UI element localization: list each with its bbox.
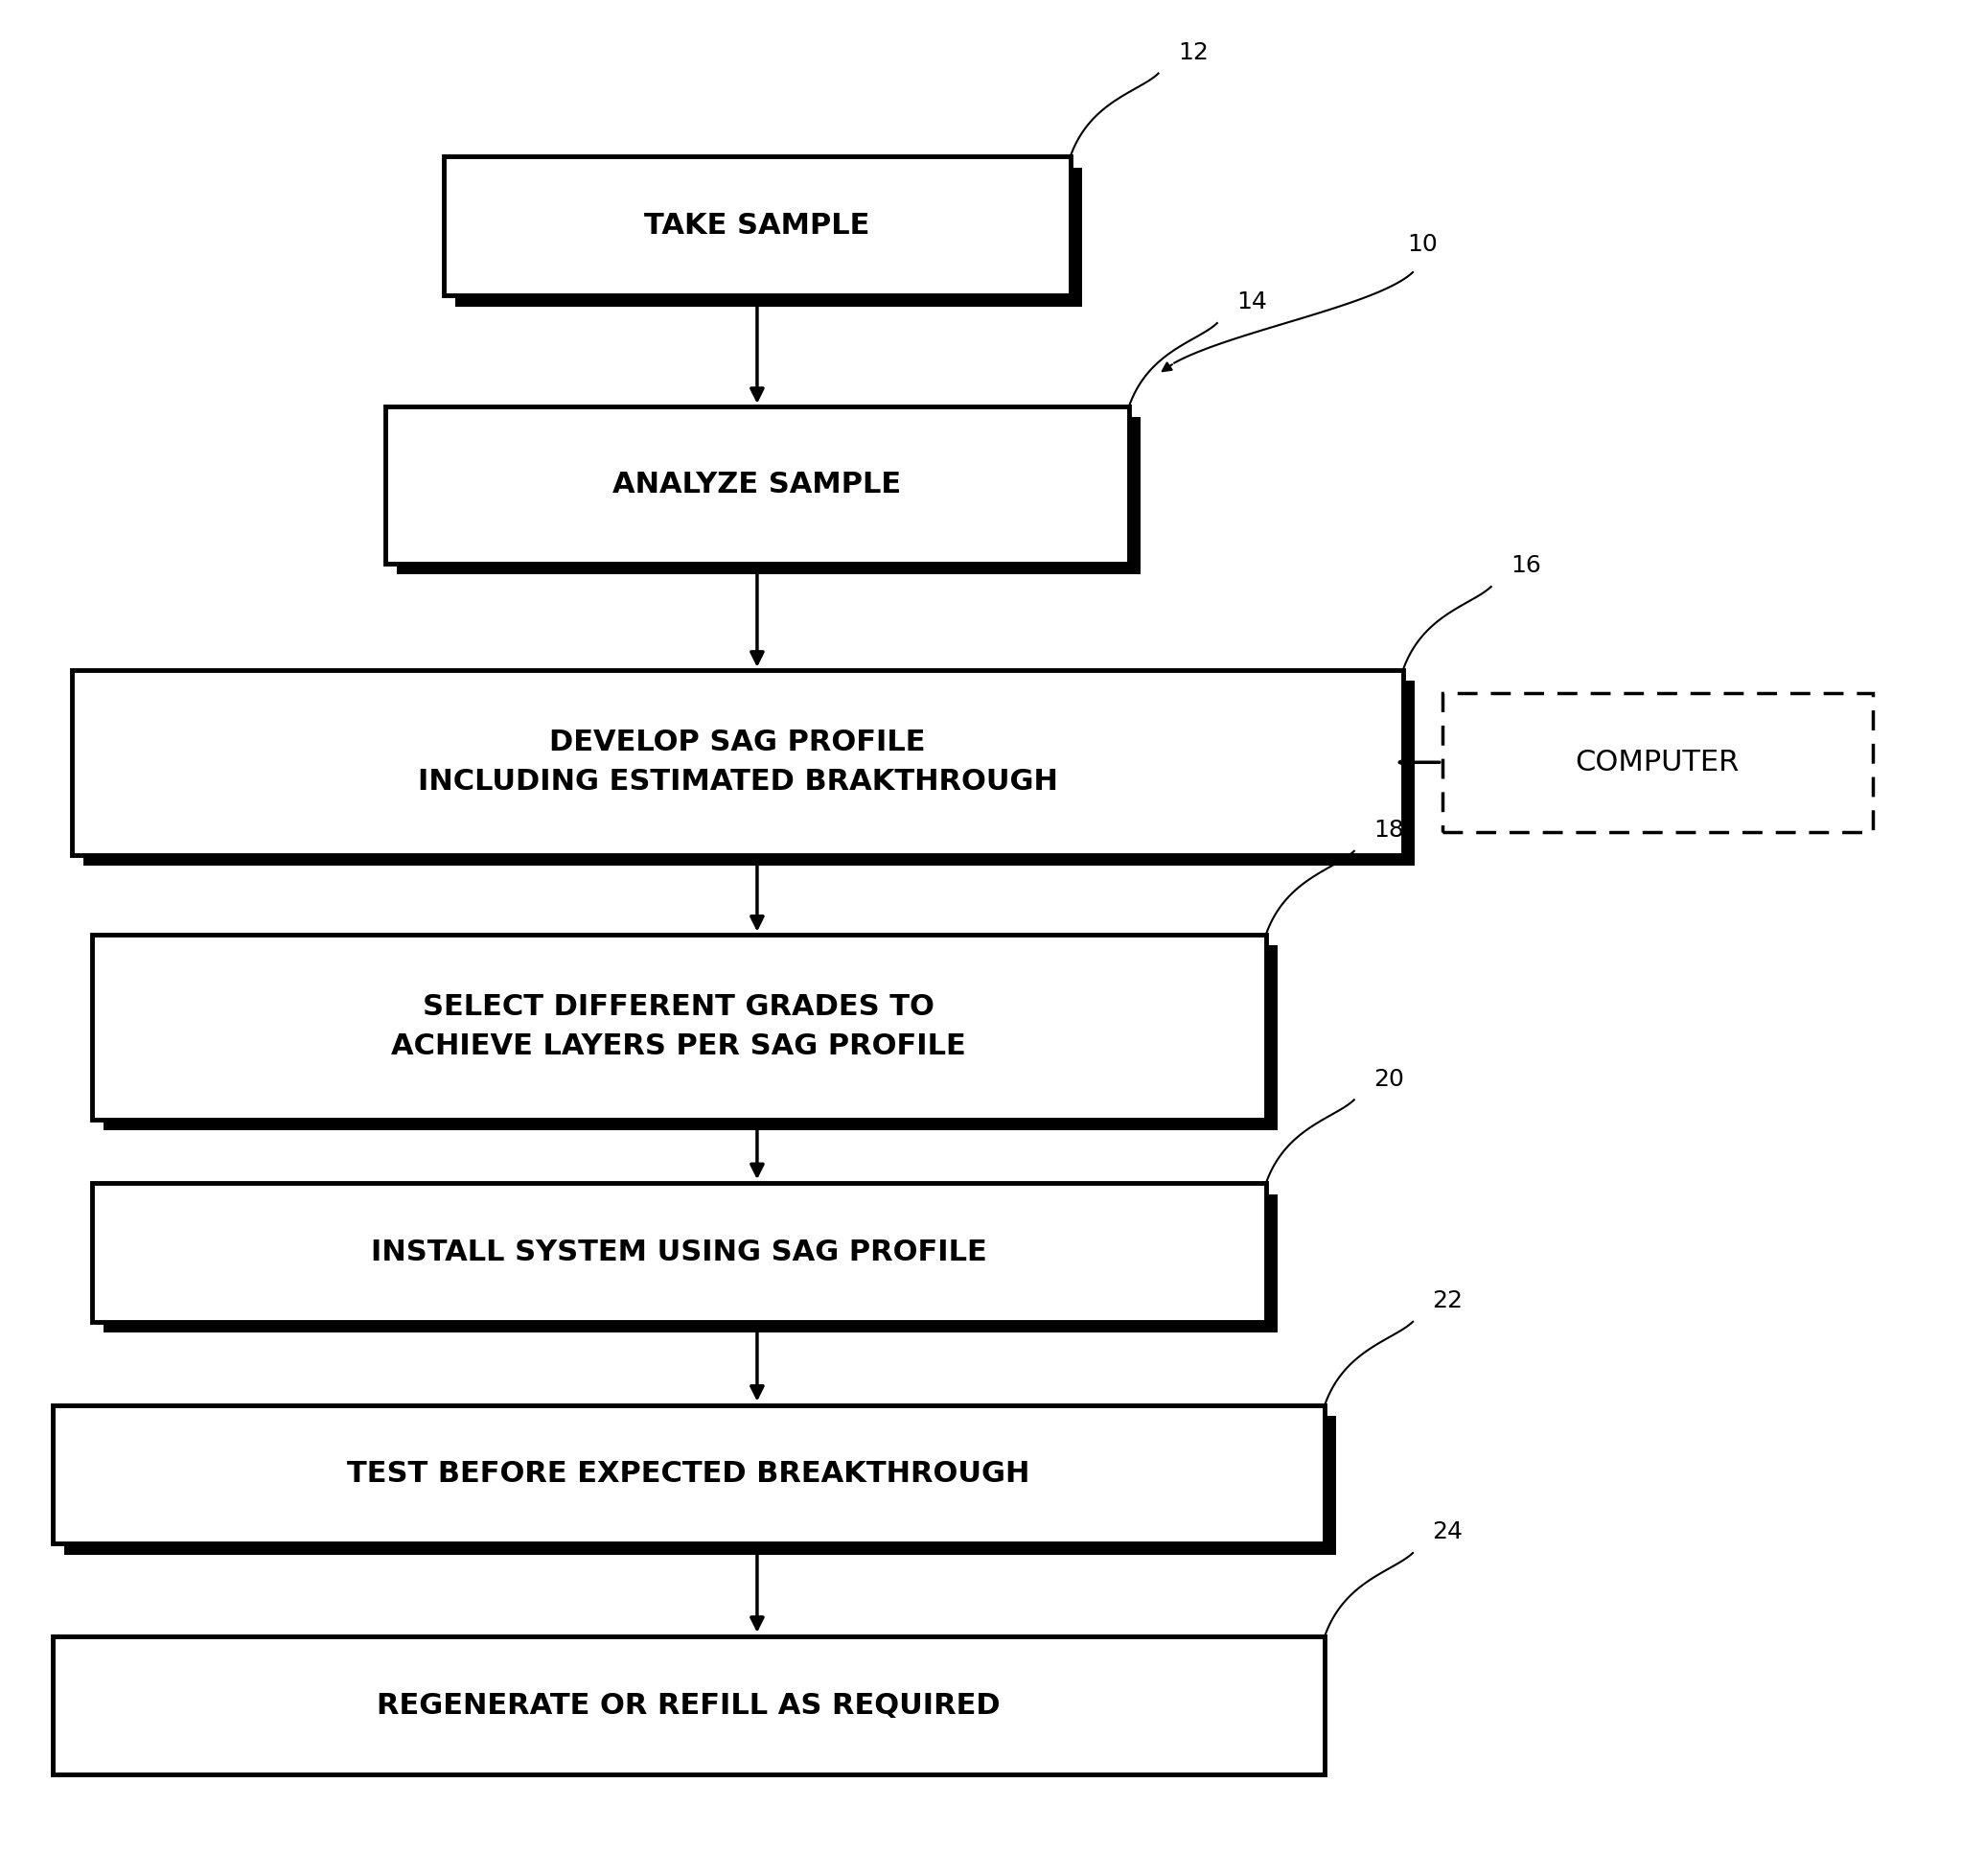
Bar [397, 416, 1141, 574]
Text: 18: 18 [1373, 818, 1405, 842]
Bar [1442, 692, 1873, 831]
Bar [83, 681, 1415, 867]
Bar [52, 1405, 1325, 1544]
Bar [71, 670, 1403, 855]
Text: ANALYZE SAMPLE: ANALYZE SAMPLE [613, 471, 901, 499]
Bar [91, 934, 1266, 1120]
Text: DEVELOP SAG PROFILE
INCLUDING ESTIMATED BRAKTHROUGH: DEVELOP SAG PROFILE INCLUDING ESTIMATED … [417, 730, 1057, 795]
Text: INSTALL SYSTEM USING SAG PROFILE: INSTALL SYSTEM USING SAG PROFILE [371, 1238, 986, 1266]
Text: 12: 12 [1178, 41, 1208, 64]
Bar [103, 1195, 1278, 1332]
Text: 10: 10 [1407, 233, 1438, 255]
Text: 14: 14 [1236, 291, 1268, 313]
Text: 22: 22 [1432, 1289, 1462, 1313]
Text: 16: 16 [1510, 555, 1542, 578]
Bar [456, 167, 1081, 306]
Text: 20: 20 [1373, 1067, 1405, 1090]
Bar [63, 1416, 1337, 1555]
Bar [52, 1636, 1325, 1775]
Text: COMPUTER: COMPUTER [1575, 749, 1740, 777]
Text: SELECT DIFFERENT GRADES TO
ACHIEVE LAYERS PER SAG PROFILE: SELECT DIFFERENT GRADES TO ACHIEVE LAYER… [391, 994, 966, 1060]
Bar [444, 156, 1069, 295]
Bar [103, 946, 1278, 1131]
Text: TEST BEFORE EXPECTED BREAKTHROUGH: TEST BEFORE EXPECTED BREAKTHROUGH [347, 1460, 1030, 1488]
Text: TAKE SAMPLE: TAKE SAMPLE [645, 212, 869, 240]
Text: 24: 24 [1432, 1521, 1462, 1544]
Bar [385, 407, 1129, 563]
Text: REGENERATE OR REFILL AS REQUIRED: REGENERATE OR REFILL AS REQUIRED [377, 1692, 1000, 1720]
Bar [91, 1184, 1266, 1323]
